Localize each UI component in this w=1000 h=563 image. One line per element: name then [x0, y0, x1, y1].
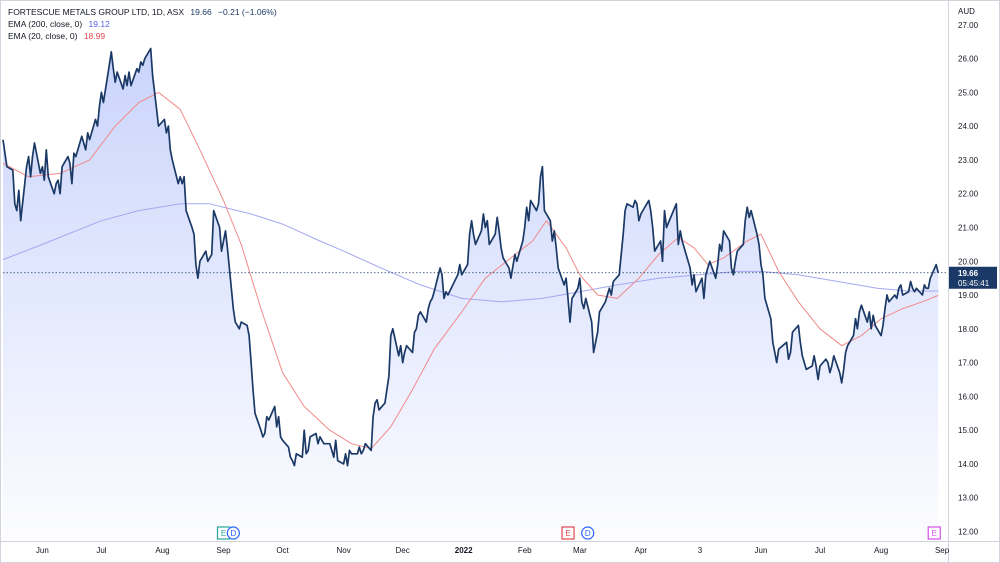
last-price-badge-bg: [949, 266, 997, 289]
legend-ema200-row[interactable]: EMA (200, close, 0) 19.12: [8, 19, 114, 30]
dividend-marker[interactable]: D: [226, 526, 240, 540]
y-tick-label: 12.00: [958, 528, 979, 537]
legend-change: −0.21 (−1.06%): [218, 7, 277, 17]
x-tick-label: Aug: [155, 546, 169, 555]
earnings-marker-box: [561, 526, 575, 540]
ema20-line: [2, 91, 939, 450]
earnings-marker[interactable]: E: [216, 526, 231, 540]
legend-ema20-value: 18.99: [83, 31, 106, 41]
y-tick-label: 25.00: [958, 88, 979, 97]
x-tick-label: Dec: [396, 546, 410, 555]
earnings-marker[interactable]: E: [561, 526, 575, 540]
x-tick-label: Feb: [518, 546, 532, 555]
x-tick-label: Aug: [874, 546, 888, 555]
y-tick-label: 23.00: [958, 156, 979, 165]
x-tick-label: Nov: [336, 546, 350, 555]
x-tick-label: Jun: [755, 546, 768, 555]
legend-symbol[interactable]: FORTESCUE METALS GROUP LTD, 1D, ASX: [8, 7, 185, 17]
y-tick-label: 19.00: [958, 291, 979, 300]
y-tick-label: 13.00: [958, 494, 979, 503]
x-tick-label: Jun: [36, 546, 49, 555]
marker-letter: E: [221, 529, 226, 538]
x-tick-label: 3: [698, 546, 703, 555]
y-tick-label: 16.00: [958, 392, 979, 401]
legend-last-price: 19.66: [190, 7, 212, 17]
marker-letter: D: [230, 529, 236, 538]
legend-ema200-label: EMA (200, close, 0): [8, 19, 83, 29]
legend-ema200-value: 19.12: [88, 19, 110, 29]
x-tick-label: Jul: [815, 546, 825, 555]
x-tick-label: Sep: [216, 546, 231, 555]
dividend-marker-circle: [226, 526, 240, 540]
y-tick-label: 20.00: [958, 257, 979, 266]
last-price-badge-countdown: 05:45:41: [958, 279, 990, 288]
y-axis-currency: AUD: [958, 7, 975, 16]
earnings-marker[interactable]: E: [927, 526, 941, 540]
price-area-fill: [3, 48, 939, 541]
marker-letter: D: [585, 529, 591, 538]
earnings-marker-box: [927, 526, 941, 540]
y-tick-label: 18.00: [958, 325, 979, 334]
x-tick-label: Jul: [96, 546, 106, 555]
y-tick-label: 22.00: [958, 190, 979, 199]
legend-ema20-label: EMA (20, close, 0): [8, 31, 78, 41]
x-tick-label: Oct: [276, 546, 289, 555]
marker-letter: E: [932, 529, 937, 538]
x-tick-label: Apr: [635, 546, 648, 555]
marker-letter: E: [565, 529, 570, 538]
y-tick-label: 15.00: [958, 426, 979, 435]
y-tick-label: 24.00: [958, 122, 979, 131]
x-tick-label: Mar: [573, 546, 587, 555]
legend-symbol-row: FORTESCUE METALS GROUP LTD, 1D, ASX 19.6…: [8, 7, 281, 18]
y-tick-label: 17.00: [958, 359, 979, 368]
legend-ema20-row[interactable]: EMA (20, close, 0) 18.99: [8, 31, 109, 42]
dividend-marker-circle: [581, 526, 595, 540]
x-tick-label: Sep: [935, 546, 950, 555]
y-tick-label: 21.00: [958, 223, 979, 232]
y-tick-label: 14.00: [958, 460, 979, 469]
y-tick-label: 27.00: [958, 21, 979, 30]
last-price-badge-price: 19.66: [958, 269, 979, 278]
dividend-marker[interactable]: D: [581, 526, 595, 540]
y-tick-label: 26.00: [958, 55, 979, 64]
x-tick-label: 2022: [455, 546, 473, 555]
price-line[interactable]: [2, 47, 940, 467]
